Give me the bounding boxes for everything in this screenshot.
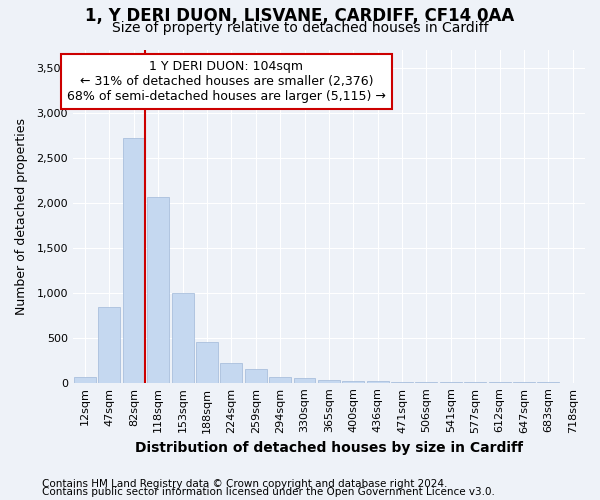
Bar <box>318 380 340 382</box>
Text: 1 Y DERI DUON: 104sqm
← 31% of detached houses are smaller (2,376)
68% of semi-d: 1 Y DERI DUON: 104sqm ← 31% of detached … <box>67 60 386 103</box>
Bar <box>293 378 316 382</box>
Text: Size of property relative to detached houses in Cardiff: Size of property relative to detached ho… <box>112 21 488 35</box>
Bar <box>343 381 364 382</box>
X-axis label: Distribution of detached houses by size in Cardiff: Distribution of detached houses by size … <box>135 441 523 455</box>
Bar <box>245 369 267 382</box>
Text: 1, Y DERI DUON, LISVANE, CARDIFF, CF14 0AA: 1, Y DERI DUON, LISVANE, CARDIFF, CF14 0… <box>85 8 515 26</box>
Bar <box>196 342 218 382</box>
Bar <box>172 293 194 382</box>
Text: Contains public sector information licensed under the Open Government Licence v3: Contains public sector information licen… <box>42 487 495 497</box>
Bar <box>98 307 121 382</box>
Y-axis label: Number of detached properties: Number of detached properties <box>15 118 28 315</box>
Text: Contains HM Land Registry data © Crown copyright and database right 2024.: Contains HM Land Registry data © Crown c… <box>42 479 448 489</box>
Bar <box>269 377 291 382</box>
Bar <box>147 198 169 382</box>
Bar <box>123 138 145 382</box>
Bar <box>220 364 242 382</box>
Bar <box>74 378 96 382</box>
